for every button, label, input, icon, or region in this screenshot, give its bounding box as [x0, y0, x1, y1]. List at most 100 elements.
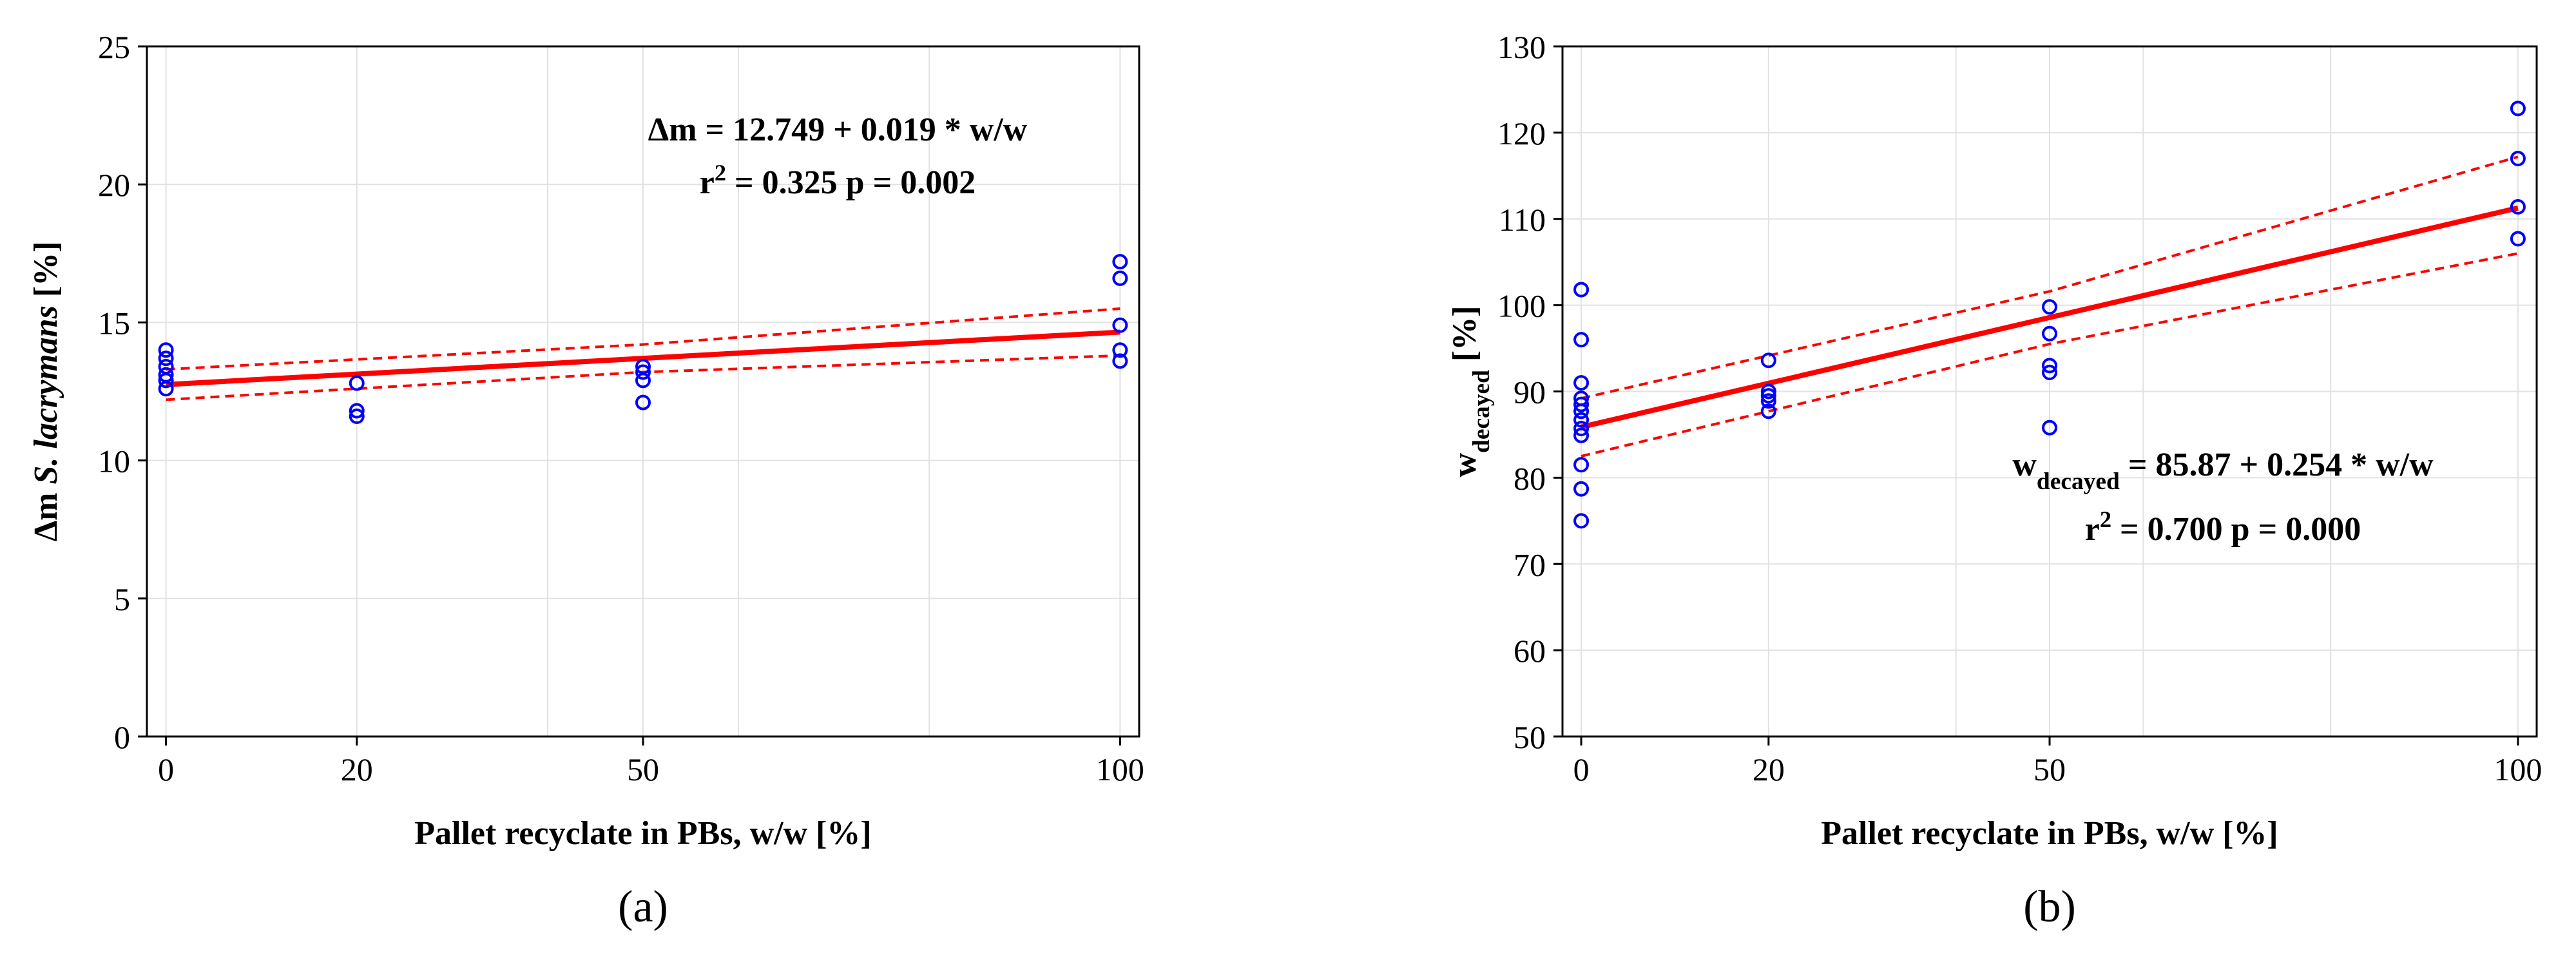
data-point [635, 372, 651, 389]
data-point [1760, 388, 1776, 404]
panel-a-grid [147, 46, 1139, 737]
panel-a-label: (a) [618, 882, 668, 932]
panel-b-confidence-band [1581, 155, 2519, 457]
panel-b-label: (b) [2023, 882, 2076, 932]
data-point [1760, 383, 1776, 399]
panel-b-y-ticks: 50 60 70 80 90 100 110 120 130 [1497, 29, 1562, 755]
panel-b-y-axis-label-part-1: decayed [1468, 370, 1495, 453]
data-point [1760, 403, 1776, 419]
data-point [2042, 358, 2057, 374]
y-tick-label: 0 [114, 719, 130, 755]
data-point [1573, 513, 1590, 529]
panel-a-y-ticks: 0 5 10 15 20 25 [98, 29, 147, 755]
y-tick-label: 100 [1497, 288, 1546, 324]
y-tick-label: 10 [98, 443, 130, 479]
x-tick-label: 20 [341, 751, 373, 787]
data-point [635, 394, 651, 410]
panel-a-y-axis-label-part-0: Δm [28, 485, 64, 542]
data-point [158, 351, 174, 367]
data-point [1573, 412, 1590, 428]
panel-a-y-axis-label: Δm S. lacrymans [%] [28, 242, 64, 542]
x-tick-label: 0 [1573, 751, 1590, 787]
data-point [1573, 427, 1590, 443]
x-tick-label: 100 [2494, 751, 2542, 787]
panel-a-regression-stats-part-2: = 0.325 p = 0.002 [726, 164, 976, 201]
y-tick-label: 90 [1514, 374, 1546, 410]
panel-b-regression-stats-part-1: 2 [2100, 506, 2111, 532]
data-point [1573, 421, 1590, 437]
data-point [1573, 375, 1590, 391]
data-point [1573, 282, 1590, 298]
panel-b-regression-stats-part-2: = 0.700 p = 0.000 [2111, 511, 2361, 548]
panel-a-y-axis-label-part-2: [%] [28, 242, 64, 306]
y-tick-label: 130 [1497, 29, 1546, 65]
panel-b-x-axis-label: Pallet recyclate in PBs, w/w [%] [1821, 815, 2278, 852]
data-point [2042, 419, 2057, 436]
panel-a-regression-equation: Δm = 12.749 + 0.019 * w/w [648, 111, 1028, 148]
data-point [2510, 199, 2526, 215]
data-point [158, 372, 174, 389]
panel-a-regression-stats-part-0: r [700, 164, 715, 201]
panel-b-regression-equation-part-0: w [2012, 447, 2037, 483]
panel-a-regression-line [166, 329, 1120, 387]
confidence-upper-line [166, 307, 1120, 371]
y-tick-label: 70 [1514, 546, 1546, 582]
x-tick-label: 20 [1753, 751, 1785, 787]
y-tick-label: 50 [1514, 719, 1546, 755]
panel-b-y-axis-label-part-2: [%] [1447, 305, 1483, 370]
y-tick-label: 5 [114, 581, 130, 617]
data-point [1112, 270, 1128, 286]
data-point [349, 403, 365, 419]
data-point [1573, 396, 1590, 412]
data-point [158, 381, 174, 397]
data-point [2510, 231, 2526, 247]
panel-a-regression-stats: r2 = 0.325 p = 0.002 [700, 160, 976, 201]
y-tick-label: 120 [1497, 115, 1546, 151]
data-point [1573, 332, 1590, 348]
y-tick-label: 80 [1514, 460, 1546, 496]
x-tick-label: 50 [2033, 751, 2066, 787]
data-point [2510, 101, 2526, 117]
data-point [2042, 325, 2057, 342]
data-point [1760, 352, 1776, 369]
confidence-lower-line [1581, 252, 2519, 457]
y-tick-label: 15 [98, 305, 130, 341]
y-tick-label: 60 [1514, 633, 1546, 669]
data-point [1573, 481, 1590, 497]
panel-b-grid [1562, 46, 2537, 737]
y-tick-label: 110 [1499, 202, 1546, 238]
data-point [349, 375, 365, 391]
data-point [1112, 317, 1128, 333]
panel-b-y-axis-label: wdecayed [%] [1447, 305, 1495, 477]
panel-a-regression-equation-part-0: Δm = 12.749 + 0.019 * w/w [648, 111, 1028, 148]
panel-a-x-ticks: 0 20 50 100 [158, 736, 1144, 787]
data-point [1573, 403, 1590, 419]
panel-b-regression-line [1581, 205, 2519, 430]
panel-b-y-axis-label-part-0: w [1447, 453, 1483, 477]
y-tick-label: 20 [98, 167, 130, 203]
data-point [2510, 151, 2526, 167]
panel-b-points [1573, 101, 2526, 529]
panel-b-regression-stats: r2 = 0.700 p = 0.000 [2085, 506, 2361, 548]
panel-a-points [158, 254, 1128, 425]
y-tick-label: 25 [98, 29, 130, 65]
panel-b-regression-equation-part-2: = 85.87 + 0.254 * w/w [2120, 447, 2434, 483]
x-tick-label: 0 [158, 751, 174, 787]
panel-b-regression-equation: wdecayed = 85.87 + 0.254 * w/w [2012, 447, 2434, 495]
data-point [349, 409, 365, 425]
data-point [1112, 353, 1128, 369]
data-point [2042, 365, 2057, 381]
panel-b-x-ticks: 0 20 50 100 [1573, 736, 2542, 787]
x-tick-label: 100 [1096, 751, 1144, 787]
panel-a-regression-stats-part-1: 2 [715, 160, 726, 186]
data-point [158, 342, 174, 358]
confidence-upper-line [1581, 155, 2519, 400]
data-point [2042, 299, 2057, 315]
panel-a-y-axis-label-part-1: S. lacrymans [28, 305, 64, 484]
data-point [1112, 342, 1128, 358]
data-point [1573, 457, 1590, 473]
x-tick-label: 50 [627, 751, 659, 787]
panel-b-regression-stats-part-0: r [2085, 511, 2100, 548]
